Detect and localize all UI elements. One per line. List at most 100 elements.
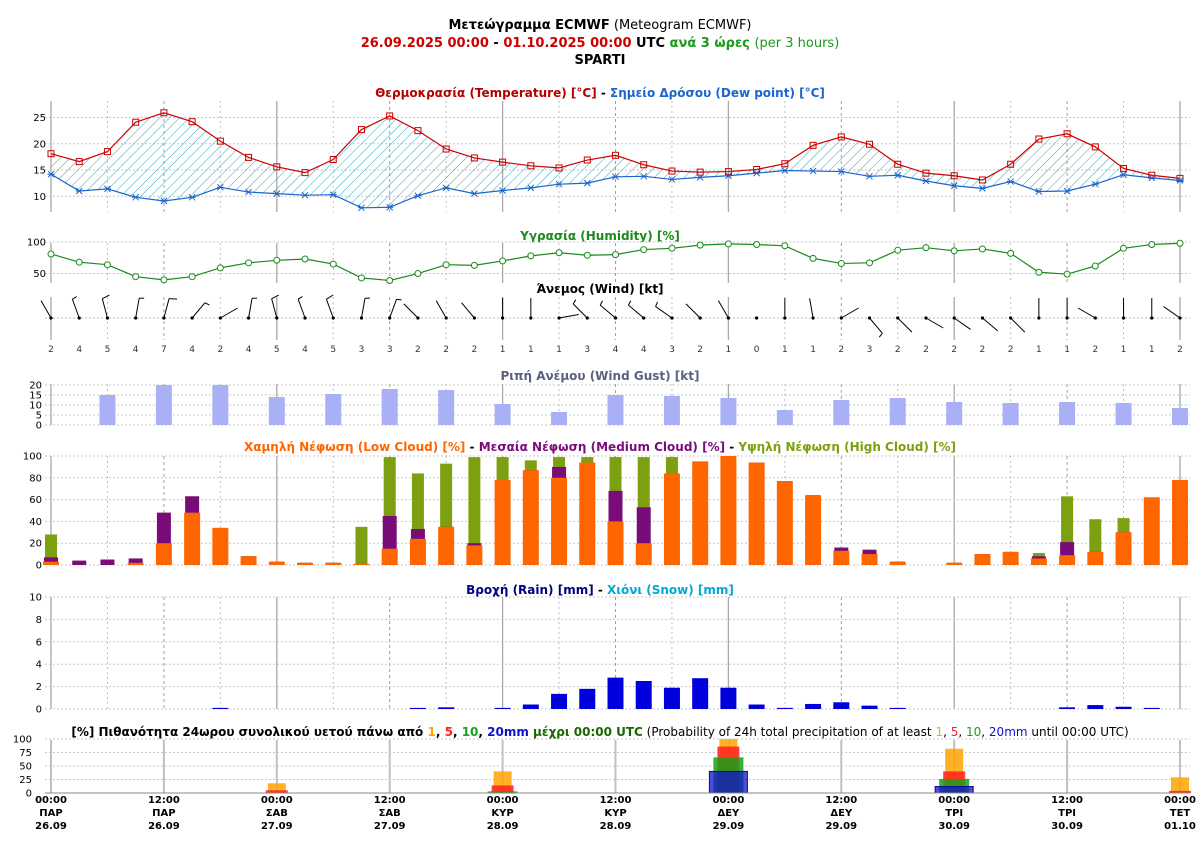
probability-title-part-16: 20mm — [989, 725, 1028, 739]
humidity-point — [499, 257, 507, 265]
x-tick-day: ΣΑΒ — [266, 808, 288, 819]
wind-speed-label: 5 — [105, 345, 111, 355]
probability-bar-5 — [1169, 790, 1191, 793]
cloud-y-tick: 0 — [36, 561, 42, 572]
temperature-point — [1007, 160, 1015, 168]
humidity-point — [470, 261, 478, 269]
rain-bar — [1115, 706, 1132, 709]
x-tick-day: ΤΡΙ — [945, 808, 963, 819]
wind-station-dot — [755, 316, 759, 320]
wind-barb-flag — [326, 294, 334, 300]
cloud-low-bar — [381, 548, 398, 565]
humidity-point — [160, 276, 168, 284]
wind-barb-shaft — [191, 302, 206, 319]
cloud-low-bar — [974, 554, 991, 565]
temperature-y-tick: 20 — [33, 139, 46, 150]
temperature-point — [245, 153, 253, 161]
wind-speed-label: 4 — [641, 345, 647, 355]
wind-barb-shaft — [685, 303, 701, 319]
wind-station-dot — [811, 316, 815, 320]
wind-speed-label: 1 — [528, 345, 534, 355]
temperature-y-tick: 25 — [33, 113, 46, 124]
dewpoint-point — [1091, 180, 1099, 188]
humidity-point — [978, 245, 986, 253]
probability-title-part-6: , — [478, 725, 487, 739]
cloud-low-bar — [353, 563, 370, 565]
wind-barb-shaft — [435, 300, 447, 319]
wind-barb-shaft — [101, 298, 108, 319]
dewpoint-point — [527, 184, 535, 192]
wind-speed-label: 1 — [810, 345, 816, 355]
x-tick-time: 12:00 — [600, 795, 632, 806]
temperature-line — [50, 112, 1181, 181]
cloud-low-bar — [692, 461, 709, 565]
wind-speed-label: 4 — [613, 345, 619, 355]
temperature-dewpoint-band — [51, 112, 1180, 208]
gust-bar — [833, 400, 850, 425]
wind-barb-shaft — [809, 298, 814, 319]
humidity-point — [612, 251, 619, 259]
rain-bar — [438, 707, 455, 709]
cloud-low-bar — [184, 512, 201, 565]
temperature-point — [1035, 135, 1043, 143]
cloud-low-bar — [946, 562, 963, 565]
humidity-point — [216, 264, 224, 272]
wind-speed-label: 2 — [697, 345, 703, 355]
wind-barb-shaft — [841, 307, 859, 319]
cloud-low-bar — [127, 562, 144, 565]
dewpoint-point — [470, 190, 478, 197]
temperature-point — [188, 118, 196, 126]
wind-barb-shaft — [925, 317, 944, 329]
cloud-low-bar — [325, 562, 342, 565]
dewpoint-point — [414, 192, 422, 200]
x-tick-day: ΤΕΤ — [1170, 808, 1191, 819]
probability-title-part-12: 5 — [951, 725, 959, 739]
wind-speed-label: 2 — [472, 345, 478, 355]
temperature-point — [837, 133, 845, 141]
temperature-point — [132, 118, 140, 126]
probability-title-part-9: (Probability of 24h total precipitation … — [643, 725, 936, 739]
humidity-point — [1176, 239, 1184, 247]
humidity-title: Υγρασία (Humidity) [%] — [519, 229, 680, 243]
temperature-point — [414, 127, 422, 135]
wind-speed-label: 2 — [1092, 345, 1098, 355]
humidity-point — [696, 241, 704, 249]
utc-label: UTC — [636, 36, 665, 51]
temperature-title-part-1: - — [597, 86, 610, 100]
probability-title-part-15: , — [981, 725, 989, 739]
wind-speed-label: 2 — [951, 345, 957, 355]
wind-speed-label: 2 — [1008, 345, 1014, 355]
humidity-point — [188, 273, 196, 281]
wind-barb-shaft — [558, 314, 579, 319]
rain-bar — [212, 707, 229, 709]
temperature-point — [1176, 174, 1184, 182]
dewpoint-point — [612, 173, 619, 181]
cloud-title-part-1: - — [465, 440, 478, 454]
humidity-point — [950, 247, 958, 255]
precip-y-tick: 6 — [36, 637, 42, 648]
gust-bar — [155, 385, 172, 425]
wind-barb-flag — [271, 294, 279, 300]
temperature-point — [894, 160, 902, 168]
rain-bar — [805, 703, 822, 709]
rain-bar — [1059, 707, 1076, 709]
title-english: (Meteogram ECMWF) — [613, 18, 752, 33]
wind-barb-shaft — [135, 298, 140, 319]
wind-barb-shaft — [1163, 306, 1181, 319]
dewpoint-point — [75, 187, 83, 195]
cloud-low-bar — [297, 562, 314, 565]
cloud-low-bar — [720, 456, 737, 565]
title-main: Μετεώγραμμα ECMWF — [448, 18, 610, 33]
humidity-point — [1148, 241, 1156, 249]
dewpoint-point — [668, 176, 676, 183]
wind-station-dot — [134, 316, 138, 320]
temperature-title: Θερμοκρασία (Temperature) [°C] - Σημείο … — [375, 86, 825, 100]
wind-barb-shaft — [953, 317, 971, 330]
probability-title-part-3: 5 — [445, 725, 453, 739]
temperature-point — [329, 156, 337, 163]
x-tick-time: 00:00 — [712, 795, 744, 806]
rain-bar — [551, 693, 568, 709]
precip-y-tick: 4 — [36, 660, 42, 671]
humidity-point — [583, 251, 591, 259]
wind-speed-label: 3 — [584, 345, 590, 355]
